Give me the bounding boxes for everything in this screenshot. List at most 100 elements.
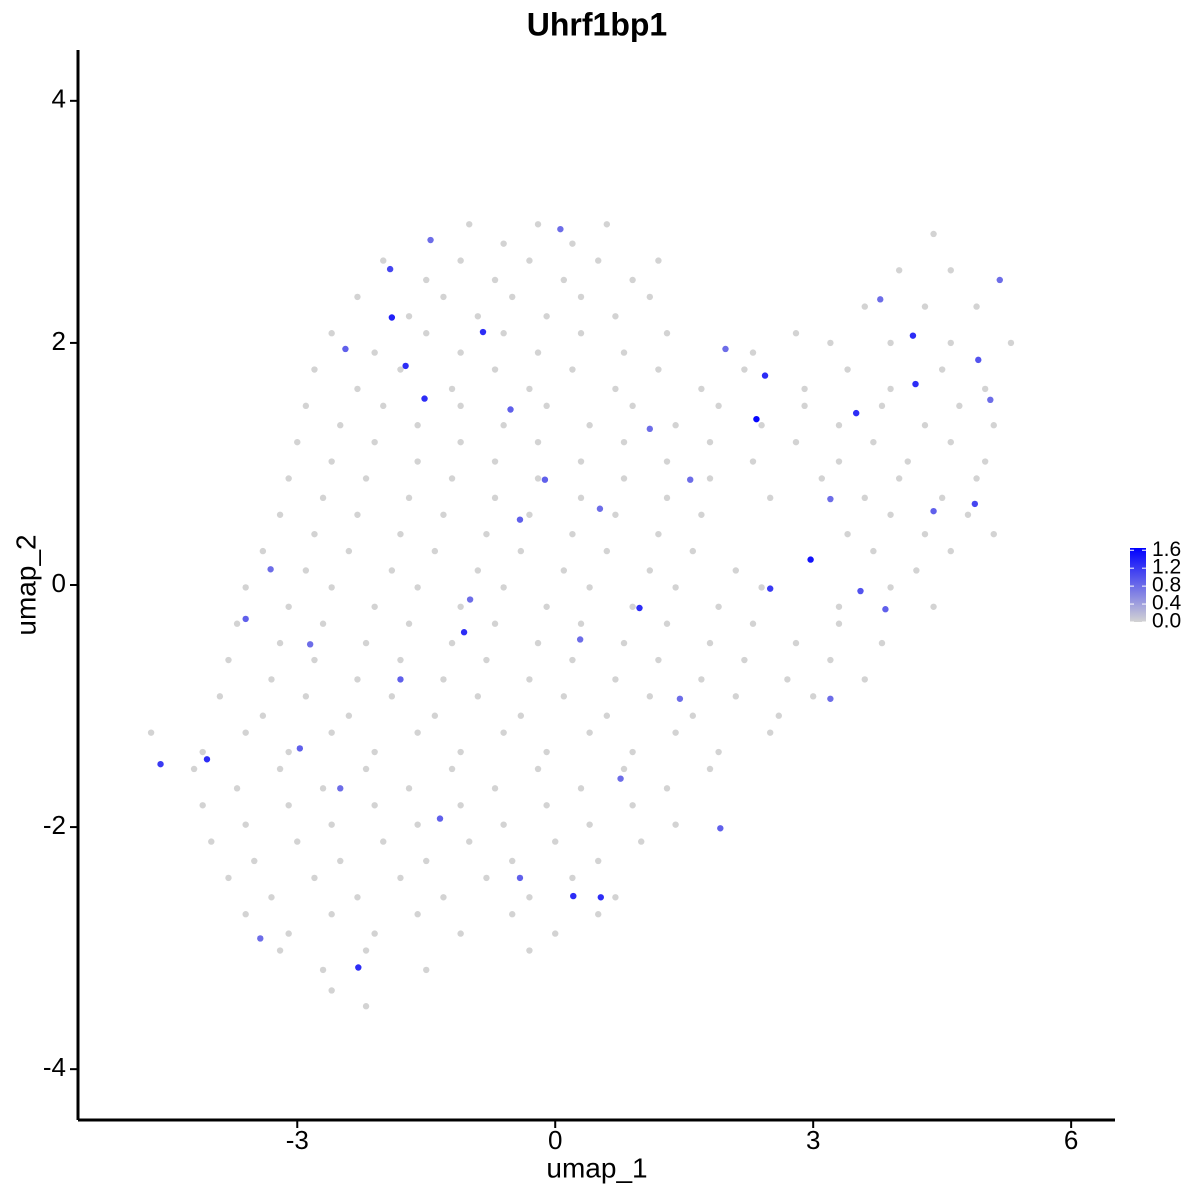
point: [414, 422, 421, 429]
point: [242, 821, 249, 828]
point: [500, 821, 507, 828]
point: [577, 293, 585, 301]
point: [448, 765, 456, 773]
point: [388, 567, 396, 574]
x-axis-label: umap_1: [546, 1152, 647, 1183]
point: [233, 620, 241, 627]
point: [676, 695, 684, 702]
point: [569, 874, 576, 882]
point: [698, 511, 705, 518]
point: [882, 606, 889, 613]
point: [722, 345, 729, 353]
point: [861, 676, 868, 683]
point: [612, 511, 619, 518]
point: [687, 476, 694, 483]
point: [597, 894, 604, 901]
point: [663, 494, 671, 502]
point: [457, 402, 464, 410]
point: [466, 838, 473, 845]
point: [947, 267, 954, 274]
point: [268, 676, 275, 683]
chart-title: Uhrf1bp1: [527, 6, 667, 42]
point: [921, 530, 929, 538]
point: [827, 656, 834, 664]
colorbar-tick-label: 0.8: [1152, 574, 1181, 597]
point: [388, 314, 396, 321]
point: [827, 495, 834, 503]
point: [534, 475, 542, 482]
point: [706, 765, 714, 773]
point: [483, 874, 490, 882]
point: [509, 293, 516, 301]
point: [913, 567, 920, 574]
point: [285, 930, 292, 937]
point: [792, 330, 800, 337]
point: [895, 267, 903, 274]
point: [629, 748, 636, 756]
x-tick-label: -3: [286, 1125, 309, 1155]
point: [706, 475, 714, 482]
point: [715, 603, 722, 610]
point: [570, 892, 577, 900]
point: [507, 406, 514, 413]
point: [706, 438, 714, 446]
point: [500, 729, 507, 736]
point: [861, 303, 868, 310]
point: [981, 385, 989, 393]
point: [388, 693, 396, 700]
point: [753, 415, 760, 423]
point: [792, 438, 800, 446]
point: [397, 676, 404, 683]
point: [328, 584, 335, 591]
point: [672, 584, 679, 591]
point: [577, 494, 585, 502]
point: [526, 257, 533, 264]
point: [663, 785, 671, 792]
point: [655, 530, 662, 538]
point: [414, 821, 421, 828]
point: [809, 693, 817, 700]
point: [457, 603, 464, 610]
y-tick-label: 0: [52, 568, 66, 598]
point: [311, 366, 318, 373]
point: [596, 505, 604, 512]
point: [543, 402, 550, 410]
point: [612, 676, 619, 683]
point: [577, 458, 585, 465]
point: [225, 656, 232, 664]
point: [861, 494, 868, 502]
point: [569, 656, 576, 664]
point: [1007, 339, 1015, 347]
point: [431, 547, 439, 555]
point: [233, 785, 241, 792]
point: [294, 438, 301, 446]
point: [285, 748, 292, 756]
point: [784, 676, 791, 683]
point: [405, 313, 413, 320]
point: [844, 366, 851, 373]
point: [887, 339, 894, 347]
point: [620, 475, 628, 482]
point: [560, 276, 568, 284]
point: [380, 402, 387, 410]
point: [758, 422, 765, 429]
point: [203, 756, 211, 763]
point: [629, 802, 636, 809]
point: [500, 584, 507, 591]
point: [741, 656, 748, 664]
point: [749, 458, 757, 465]
point: [328, 911, 335, 918]
point: [516, 516, 524, 523]
point: [517, 547, 525, 555]
point: [345, 547, 353, 555]
point: [371, 438, 378, 446]
point: [741, 366, 748, 373]
point: [466, 596, 474, 603]
point: [569, 366, 576, 373]
point: [362, 947, 370, 954]
point: [715, 402, 722, 410]
point: [930, 230, 937, 238]
point: [466, 221, 473, 228]
point: [157, 760, 164, 768]
point: [500, 422, 507, 429]
